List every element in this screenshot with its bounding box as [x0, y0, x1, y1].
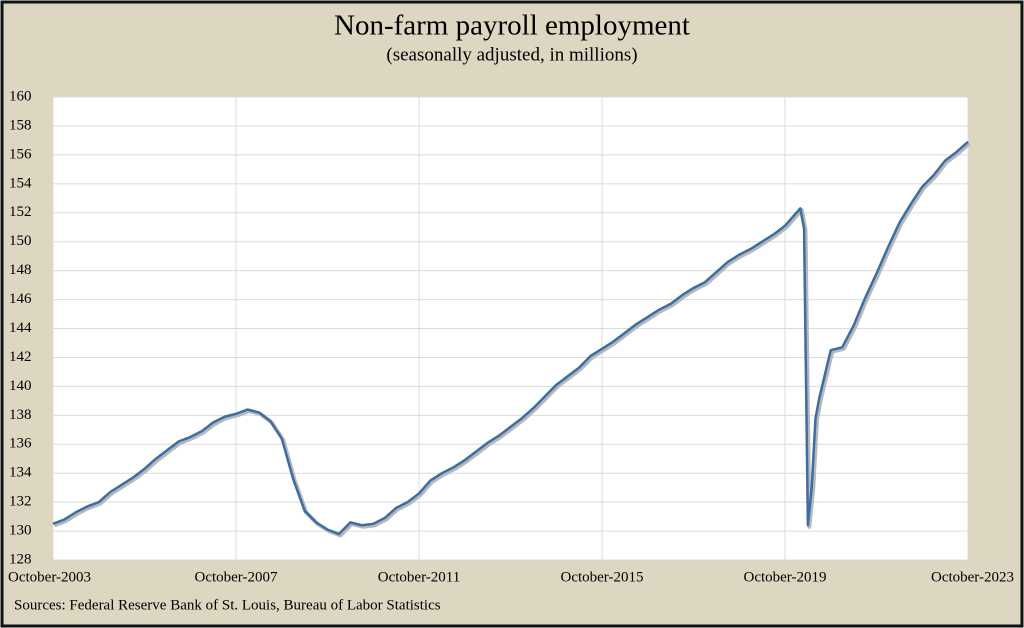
- y-tick-label: 152: [9, 204, 32, 220]
- y-tick-label: 138: [9, 407, 32, 423]
- y-tick-label: 148: [9, 262, 32, 278]
- y-tick-label: 136: [9, 436, 32, 452]
- data-line: [52, 140, 969, 536]
- x-tick-label: October-2015: [560, 569, 643, 585]
- chart-subtitle: (seasonally adjusted, in millions): [386, 44, 637, 65]
- chart-title: Non-farm payroll employment: [334, 10, 690, 42]
- x-tick-label: October-2019: [743, 569, 826, 585]
- y-tick-label: 134: [9, 465, 32, 481]
- plot: 128 130 132 134 136 138 140 142 144 146 148 150 152 1…: [8, 88, 1014, 585]
- y-tick-label: 154: [9, 175, 32, 191]
- y-tick-label: 156: [9, 146, 32, 162]
- x-tick-label: October-2003: [8, 569, 91, 585]
- y-tick-label: 158: [9, 117, 32, 133]
- line-shadow: [53, 141, 971, 538]
- source-note: Sources: Federal Reserve Bank of St. Lou…: [14, 597, 441, 613]
- x-tick-label: October-2023: [931, 569, 1014, 585]
- y-tick-label: 144: [9, 320, 32, 336]
- y-tick-label: 160: [9, 88, 32, 104]
- y-tick-label: 128: [9, 551, 32, 567]
- y-tick-label: 140: [9, 378, 32, 394]
- y-tick-label: 146: [9, 291, 32, 307]
- x-tick-label: October-2011: [378, 569, 460, 585]
- y-tick-label: 132: [9, 494, 32, 510]
- y-tick-label: 130: [9, 523, 32, 539]
- y-tick-label: 150: [9, 233, 32, 249]
- y-tick-label: 142: [9, 349, 32, 365]
- x-tick-label: October-2007: [194, 569, 278, 585]
